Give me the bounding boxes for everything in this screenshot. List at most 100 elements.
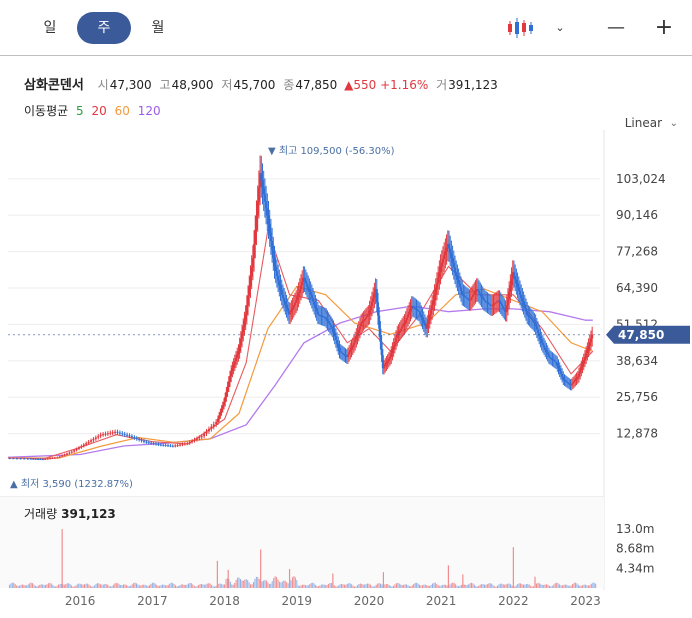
- candle-body: [452, 262, 455, 268]
- candle-body: [570, 383, 573, 386]
- volume-total: 391,123: [61, 507, 116, 521]
- candle-body: [518, 291, 521, 295]
- candle-body: [504, 309, 507, 312]
- chevron-down-icon[interactable]: ⌄: [555, 21, 565, 34]
- volume-tick-label: 8.68m: [616, 542, 654, 556]
- scale-mode-select[interactable]: Linear: [624, 116, 662, 130]
- candle-body: [511, 272, 514, 279]
- candle-body: [307, 286, 310, 290]
- candle-body: [508, 291, 511, 299]
- candle-body: [582, 360, 585, 364]
- candle-body: [451, 258, 454, 263]
- zoom-out-button[interactable]: —: [607, 17, 625, 38]
- candle-body: [338, 347, 341, 352]
- candle-body: [49, 458, 52, 460]
- candle-body: [473, 292, 476, 295]
- candle-body: [387, 358, 390, 361]
- candle-body: [340, 352, 343, 354]
- candle-body: [409, 308, 412, 312]
- y-tick-label: 64,390: [616, 281, 658, 295]
- candle-body: [439, 266, 442, 273]
- candle-body: [99, 434, 102, 437]
- candle-body: [352, 342, 355, 346]
- candle-body: [429, 309, 432, 315]
- candle-body: [386, 360, 389, 363]
- candle-body: [576, 376, 579, 379]
- candle-body: [235, 357, 238, 362]
- candle-body: [385, 362, 388, 365]
- candle-body: [250, 267, 253, 277]
- candlestick-icon[interactable]: [505, 14, 535, 42]
- candle-body: [75, 448, 78, 451]
- tab-week[interactable]: 주: [77, 12, 131, 44]
- candle-body: [475, 289, 478, 292]
- candle-body: [541, 342, 544, 346]
- candle-body: [51, 457, 54, 459]
- candle-body: [298, 289, 301, 293]
- candle-body: [68, 452, 71, 454]
- candle-body: [490, 305, 493, 307]
- ma-20-line: [7, 229, 594, 460]
- candle-body: [147, 442, 150, 444]
- candle-body: [480, 294, 483, 297]
- candle-body: [583, 356, 586, 361]
- candle-body: [44, 458, 47, 460]
- candle-body: [355, 336, 358, 340]
- candle-body: [126, 434, 129, 436]
- y-tick-label: 12,878: [616, 427, 658, 441]
- candle-body: [142, 440, 145, 442]
- candle-body: [478, 291, 481, 293]
- candle-body: [381, 355, 384, 369]
- candle-body: [581, 363, 584, 367]
- ma-60: 60: [114, 104, 130, 118]
- volume-value-short: 391,123: [448, 78, 498, 92]
- zoom-in-button[interactable]: +: [654, 15, 674, 40]
- tab-month[interactable]: 월: [151, 20, 165, 36]
- candle-body: [212, 424, 215, 427]
- candle-body: [290, 309, 293, 313]
- candle-body: [162, 444, 165, 446]
- volume-header: 거래량 391,123: [24, 505, 116, 522]
- candle-body: [39, 459, 42, 461]
- candle-body: [82, 444, 85, 446]
- candle-body: [484, 300, 487, 302]
- candle-body: [56, 457, 59, 459]
- period-tabs: 일 주 월 ⌄ — +: [0, 0, 692, 56]
- candle-body: [389, 356, 392, 359]
- candle-body: [296, 296, 299, 301]
- volume-tick-label: 13.0m: [616, 522, 654, 536]
- candle-body: [479, 292, 482, 295]
- candle-body: [210, 426, 213, 430]
- candle-body: [494, 302, 497, 304]
- low-label: 저: [221, 78, 233, 92]
- candle-body: [222, 402, 225, 406]
- candle-body: [318, 314, 321, 316]
- candle-body: [302, 277, 305, 282]
- candle-body: [493, 303, 496, 305]
- candle-body: [65, 453, 68, 455]
- candle-body: [303, 277, 306, 281]
- tab-day[interactable]: 일: [43, 20, 57, 36]
- candle-body: [366, 315, 369, 318]
- scale-chevron-icon[interactable]: ⌄: [669, 118, 678, 129]
- candle-body: [320, 315, 323, 317]
- candle-body: [41, 459, 44, 461]
- candle-body: [271, 241, 274, 250]
- high-annotation: ▼ 최고 109,500 (-56.30%): [268, 145, 395, 157]
- candle-body: [313, 301, 316, 305]
- candle-body: [470, 296, 473, 299]
- candle-body: [32, 458, 35, 460]
- candle-body: [289, 312, 292, 315]
- candle-body: [109, 432, 112, 434]
- candle-body: [408, 311, 411, 315]
- candle-body: [360, 323, 363, 327]
- candle-body: [537, 329, 540, 333]
- candle-body: [369, 306, 372, 311]
- candle-body: [345, 356, 348, 358]
- candle-body: [285, 304, 288, 308]
- change-value: ▲550: [344, 78, 377, 92]
- candle-body: [514, 275, 517, 280]
- candle-body: [73, 450, 76, 452]
- candle-body: [159, 444, 162, 446]
